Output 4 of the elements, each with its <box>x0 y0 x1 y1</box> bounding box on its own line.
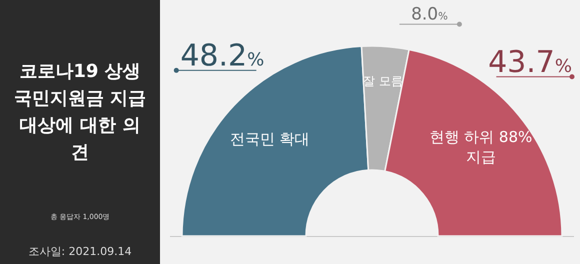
slice-label: 현행 하위 88% 지급 <box>428 126 534 167</box>
slice-label: 전국민 확대 <box>228 129 311 150</box>
slice-label: 잘 모름 <box>362 72 404 90</box>
text: 조사일: 2021.09.14 <box>27 244 133 259</box>
